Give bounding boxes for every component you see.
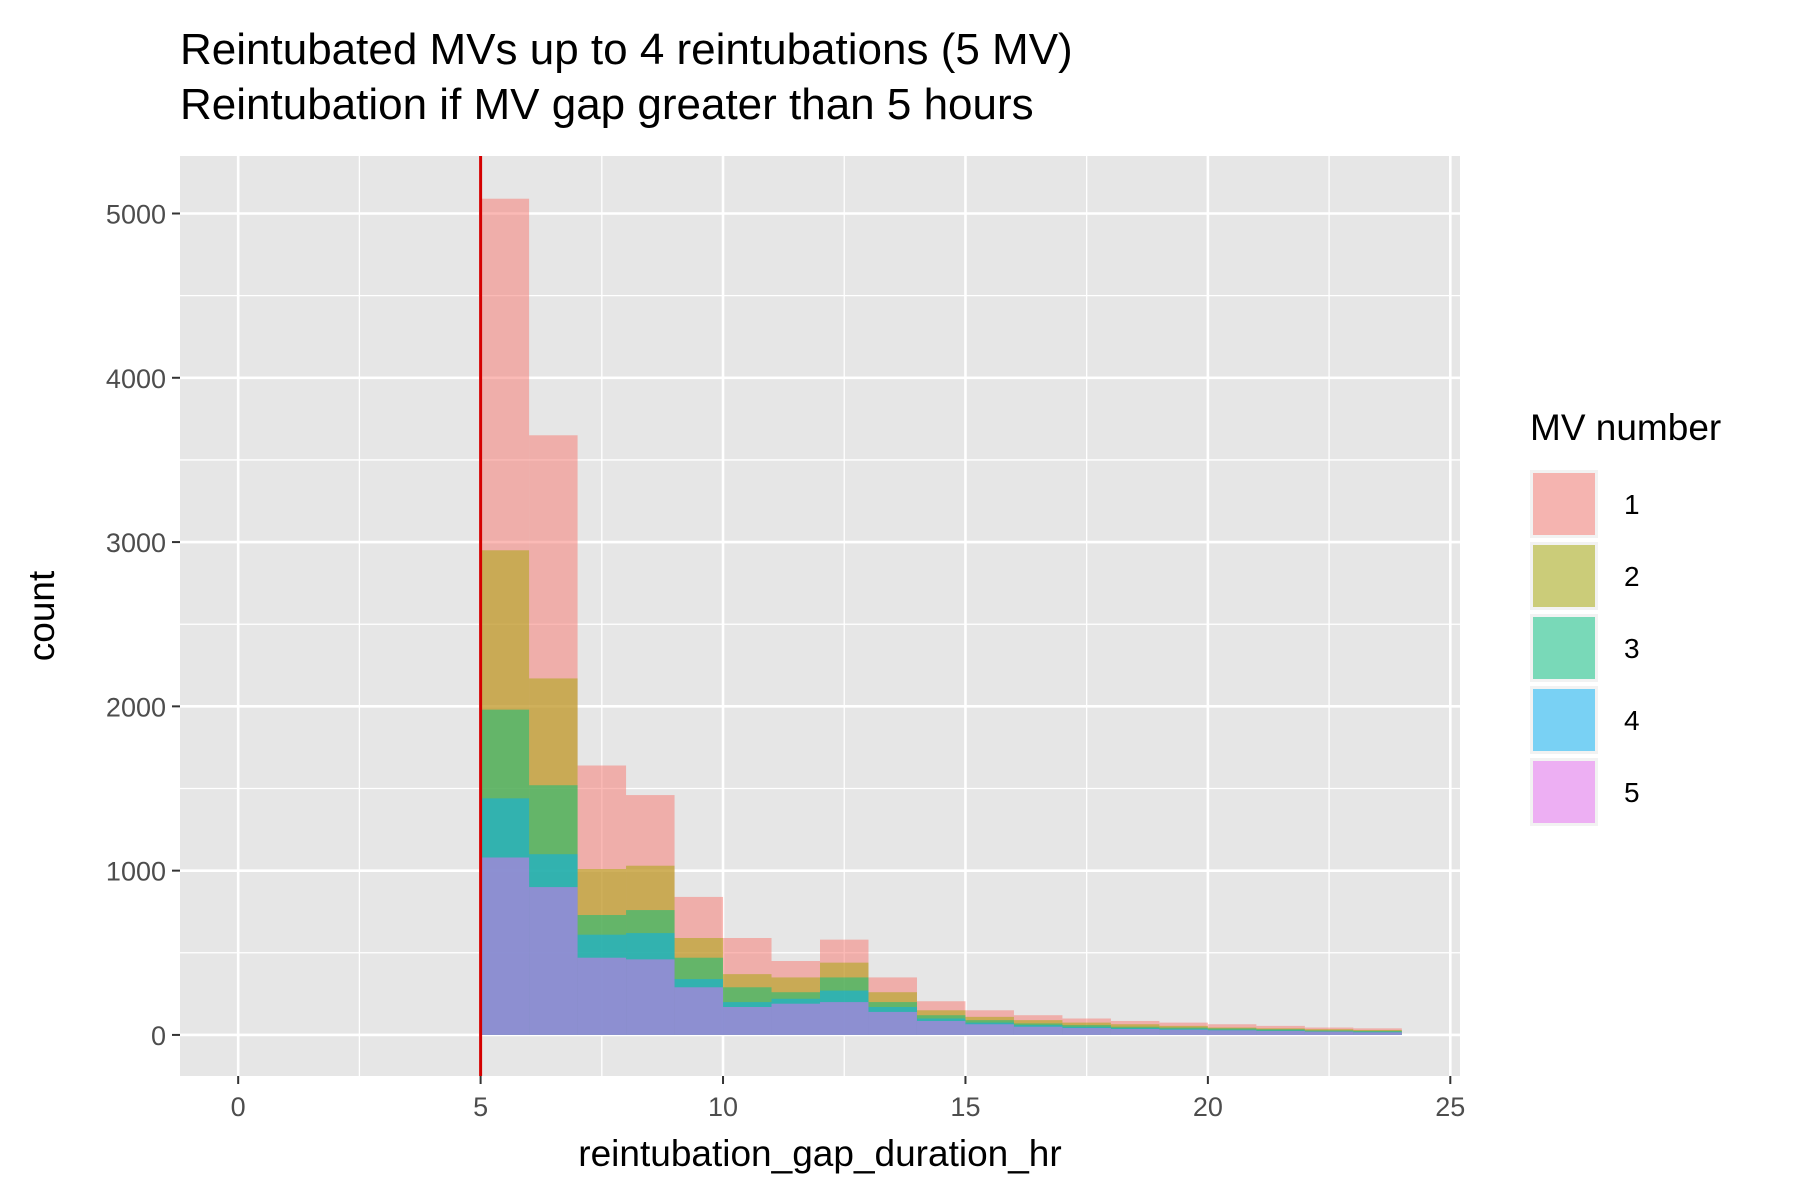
histogram-bar (1062, 1028, 1111, 1035)
legend-item-2: 2 (1530, 542, 1640, 610)
legend-label: 3 (1624, 633, 1640, 664)
legend-label: 5 (1624, 777, 1640, 808)
chart-subtitle: Reintubation if MV gap greater than 5 ho… (180, 80, 1034, 129)
histogram-bar (577, 957, 627, 1035)
legend-swatch (1533, 473, 1595, 535)
legend-item-3: 3 (1530, 614, 1640, 682)
histogram-bar (965, 1024, 1014, 1035)
x-axis-title: reintubation_gap_duration_hr (578, 1133, 1061, 1174)
series-5-bars (480, 857, 1402, 1035)
histogram-bar (1013, 1026, 1063, 1035)
y-axis: 0 1000 2000 3000 4000 5000 (106, 200, 180, 1051)
histogram-bar (916, 1020, 966, 1035)
histogram-bar (1159, 1029, 1208, 1035)
histogram-bar (771, 1003, 820, 1035)
legend-item-5: 5 (1530, 758, 1640, 826)
legend-swatch (1533, 689, 1595, 751)
y-tick-label: 2000 (106, 692, 166, 722)
histogram-bar (1256, 1030, 1305, 1035)
histogram-bars (480, 198, 1402, 1035)
y-tick-label: 3000 (106, 528, 166, 558)
legend-title: MV number (1530, 407, 1721, 448)
histogram-bar (529, 887, 578, 1035)
histogram-bar (1110, 1029, 1160, 1035)
x-tick-label: 10 (708, 1092, 738, 1122)
x-tick-label: 15 (950, 1092, 980, 1122)
histogram-bar (1353, 1032, 1402, 1035)
histogram-bar (1304, 1031, 1354, 1035)
histogram-bar (820, 1002, 869, 1035)
legend-swatch (1533, 545, 1595, 607)
histogram-bar (480, 857, 530, 1035)
x-axis: 0 5 10 15 20 25 (231, 1076, 1465, 1122)
x-tick-label: 25 (1435, 1092, 1465, 1122)
histogram-bar (1207, 1030, 1257, 1035)
x-tick-label: 20 (1193, 1092, 1223, 1122)
legend-label: 4 (1624, 705, 1640, 736)
legend-swatch (1533, 617, 1595, 679)
legend-items: 1 2 3 4 5 (1530, 470, 1640, 826)
y-tick-label: 4000 (106, 364, 166, 394)
chart-title: Reintubated MVs up to 4 reintubations (5… (180, 25, 1073, 74)
legend-swatch (1533, 761, 1595, 823)
x-tick-label: 0 (231, 1092, 246, 1122)
x-tick-label: 5 (473, 1092, 488, 1122)
histogram-bar (868, 1011, 917, 1035)
plot-panel (180, 156, 1460, 1076)
histogram-bar (674, 987, 724, 1035)
legend: MV number 1 2 3 4 5 (1530, 407, 1721, 826)
y-tick-label: 0 (151, 1021, 166, 1051)
legend-label: 1 (1624, 489, 1640, 520)
histogram-bar (626, 959, 675, 1035)
y-tick-label: 5000 (106, 200, 166, 230)
y-tick-label: 1000 (106, 857, 166, 887)
legend-label: 2 (1624, 561, 1640, 592)
legend-item-1: 1 (1530, 470, 1640, 538)
legend-item-4: 4 (1530, 686, 1640, 754)
histogram-bar (723, 1007, 772, 1035)
y-axis-title: count (21, 570, 62, 661)
